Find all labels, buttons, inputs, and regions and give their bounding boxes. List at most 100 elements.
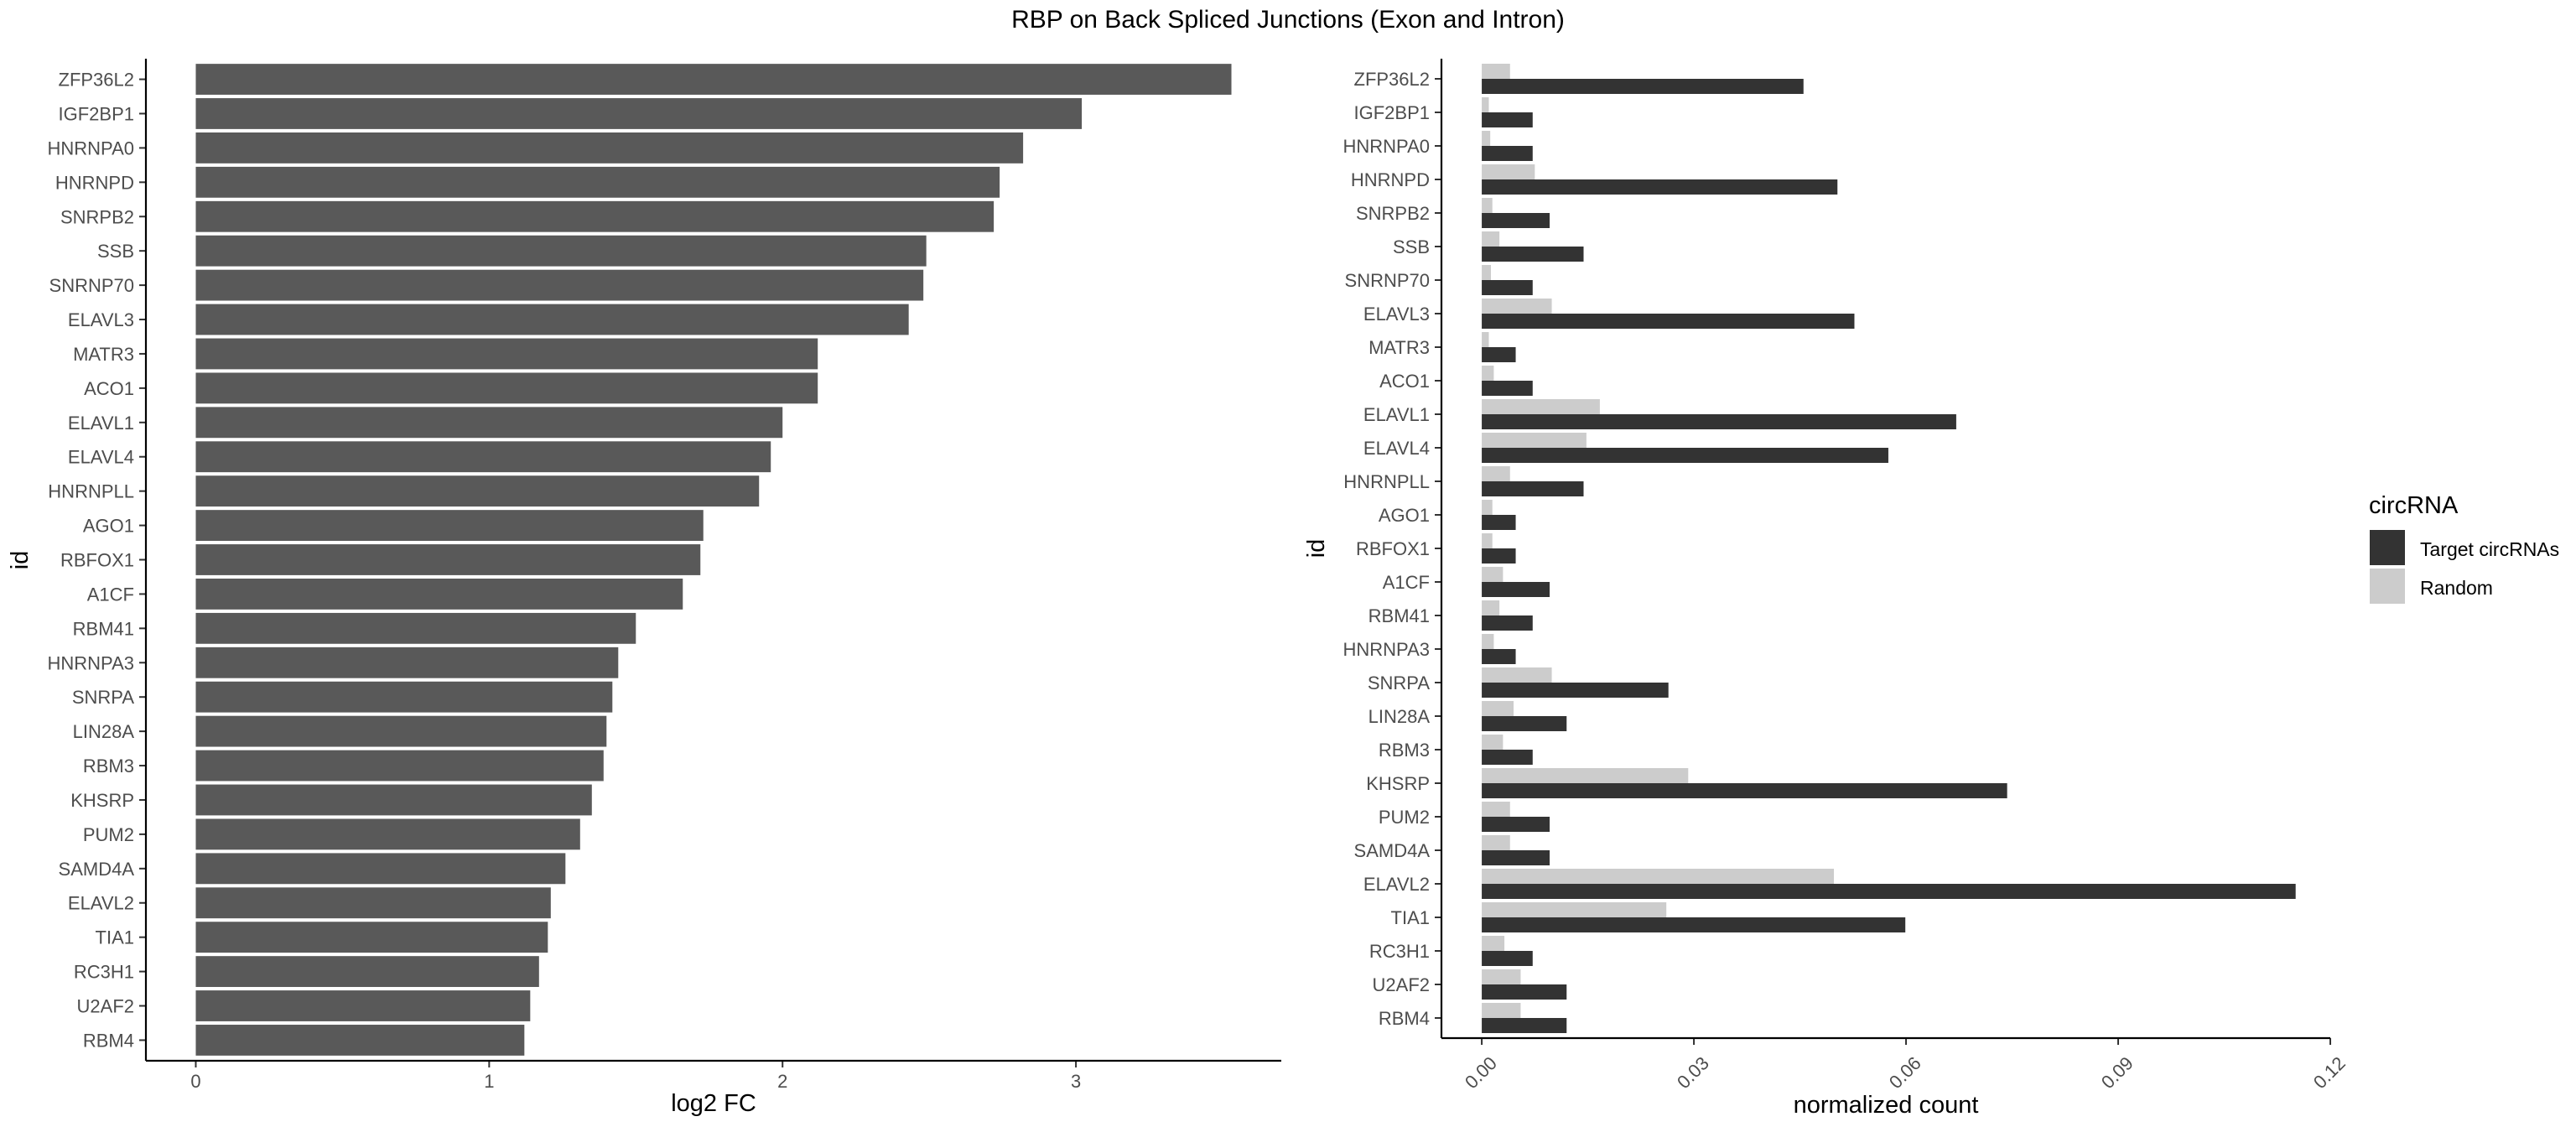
right-bar-random bbox=[1482, 433, 1587, 448]
right-y-tick-label: RBM4 bbox=[1379, 1008, 1430, 1029]
right-bar-target bbox=[1482, 817, 1550, 832]
left-bar bbox=[195, 166, 1000, 198]
right-y-tick-label: LIN28A bbox=[1368, 706, 1431, 727]
right-y-tick-label: RC3H1 bbox=[1369, 941, 1430, 962]
right-y-tick-label: ELAVL3 bbox=[1363, 304, 1430, 325]
left-y-tick-label: HNRNPLL bbox=[48, 481, 134, 502]
right-y-tick-label: IGF2BP1 bbox=[1354, 102, 1430, 123]
right-y-tick-label: HNRNPD bbox=[1351, 169, 1430, 190]
left-bar bbox=[195, 853, 566, 885]
right-bars bbox=[1482, 64, 2296, 1033]
left-y-tick-label: ELAVL3 bbox=[68, 309, 134, 330]
right-y-tick-label: HNRNPA3 bbox=[1343, 639, 1430, 660]
left-bar bbox=[195, 235, 927, 267]
left-bar bbox=[195, 922, 548, 953]
left-x-tick-label: 1 bbox=[484, 1071, 494, 1092]
right-y-tick-label: A1CF bbox=[1383, 572, 1430, 593]
right-bar-random bbox=[1482, 869, 1835, 884]
left-bar bbox=[195, 990, 531, 1021]
right-bar-random bbox=[1482, 97, 1489, 112]
left-y-tick-label: RBM3 bbox=[83, 756, 134, 776]
left-y-tick-label: LIN28A bbox=[73, 721, 135, 742]
left-y-tick-label: AGO1 bbox=[83, 516, 134, 537]
left-y-tick-label: ACO1 bbox=[84, 378, 134, 399]
left-y-tick-label: TIA1 bbox=[96, 927, 134, 948]
right-bar-target bbox=[1482, 582, 1550, 597]
right-bar-target bbox=[1482, 247, 1584, 262]
left-bar bbox=[195, 956, 539, 988]
right-bar-random bbox=[1482, 366, 1494, 381]
right-bar-random bbox=[1482, 399, 1600, 414]
right-bar-target bbox=[1482, 314, 1855, 329]
left-y-tick-label: A1CF bbox=[87, 584, 134, 605]
right-bar-random bbox=[1482, 802, 1510, 817]
legend: circRNA Target circRNAs Random bbox=[2369, 492, 2559, 604]
left-y-tick-label: IGF2BP1 bbox=[59, 103, 134, 124]
left-bar bbox=[195, 407, 783, 439]
right-bar-random bbox=[1482, 902, 1667, 917]
right-bar-target bbox=[1482, 448, 1888, 463]
right-y-tick-label: SSB bbox=[1393, 236, 1430, 257]
right-bar-target bbox=[1482, 783, 2007, 798]
right-y-tick-label: MATR3 bbox=[1368, 337, 1430, 358]
left-bar bbox=[195, 1025, 525, 1056]
right-bar-target bbox=[1482, 951, 1533, 966]
right-bar-random bbox=[1482, 667, 1552, 683]
right-bar-target bbox=[1482, 1018, 1567, 1033]
left-y-tick-label: RC3H1 bbox=[74, 962, 134, 983]
right-bar-random bbox=[1482, 533, 1493, 548]
right-bar-random bbox=[1482, 735, 1504, 750]
right-bar-random bbox=[1482, 969, 1521, 984]
right-bar-random bbox=[1482, 600, 1500, 615]
right-bar-target bbox=[1482, 548, 1516, 564]
right-bar-random bbox=[1482, 332, 1489, 347]
right-bar-target bbox=[1482, 112, 1533, 127]
left-bar bbox=[195, 64, 1232, 95]
left-bar bbox=[195, 818, 580, 850]
left-y-tick-label: HNRNPD bbox=[55, 172, 134, 193]
right-y-tick-label: U2AF2 bbox=[1373, 974, 1430, 995]
right-bar-target bbox=[1482, 414, 1956, 429]
right-bar-target bbox=[1482, 146, 1533, 161]
left-y-tick-label: RBM4 bbox=[83, 1030, 134, 1051]
right-bar-random bbox=[1482, 634, 1494, 649]
left-bar bbox=[195, 304, 909, 335]
left-x-tick-label: 2 bbox=[777, 1071, 787, 1092]
right-bar-target bbox=[1482, 683, 1669, 698]
left-y-tick-label: U2AF2 bbox=[77, 996, 134, 1017]
right-y-tick-label: ELAVL2 bbox=[1363, 874, 1430, 895]
right-bar-random bbox=[1482, 164, 1535, 179]
left-y-tick-label: PUM2 bbox=[83, 824, 134, 845]
left-bar bbox=[195, 612, 636, 644]
left-y-tick-label: ELAVL1 bbox=[68, 413, 134, 434]
right-bar-target bbox=[1482, 750, 1533, 765]
right-bar-target bbox=[1482, 213, 1550, 228]
right-bar-target bbox=[1482, 481, 1584, 496]
right-bar-random bbox=[1482, 231, 1500, 247]
legend-title: circRNA bbox=[2369, 492, 2459, 519]
right-bar-random bbox=[1482, 131, 1491, 146]
right-bar-random bbox=[1482, 1003, 1521, 1018]
left-bar bbox=[195, 887, 551, 919]
left-bar bbox=[195, 579, 683, 610]
left-bar bbox=[195, 647, 619, 678]
left-bar bbox=[195, 441, 771, 473]
right-y-tick-label: HNRNPA0 bbox=[1343, 136, 1430, 157]
left-y-tick-label: ELAVL4 bbox=[68, 447, 134, 468]
left-y-tick-label: SAMD4A bbox=[59, 859, 135, 880]
right-y-tick-label: SNRPA bbox=[1368, 673, 1430, 693]
legend-label-target: Target circRNAs bbox=[2420, 538, 2559, 560]
left-y-axis-title: id bbox=[7, 551, 34, 570]
right-bar-random bbox=[1482, 198, 1493, 213]
left-bar bbox=[195, 750, 604, 782]
right-y-tick-label: RBM41 bbox=[1368, 605, 1430, 626]
right-bar-target bbox=[1482, 347, 1516, 362]
right-bar-target bbox=[1482, 280, 1533, 295]
left-bar bbox=[195, 132, 1024, 164]
left-bar bbox=[195, 715, 607, 747]
legend-swatch-random bbox=[2370, 569, 2405, 604]
right-bar-target bbox=[1482, 179, 1838, 195]
right-y-tick-label: HNRNPLL bbox=[1343, 471, 1430, 492]
left-x-tick-label: 0 bbox=[190, 1071, 200, 1092]
